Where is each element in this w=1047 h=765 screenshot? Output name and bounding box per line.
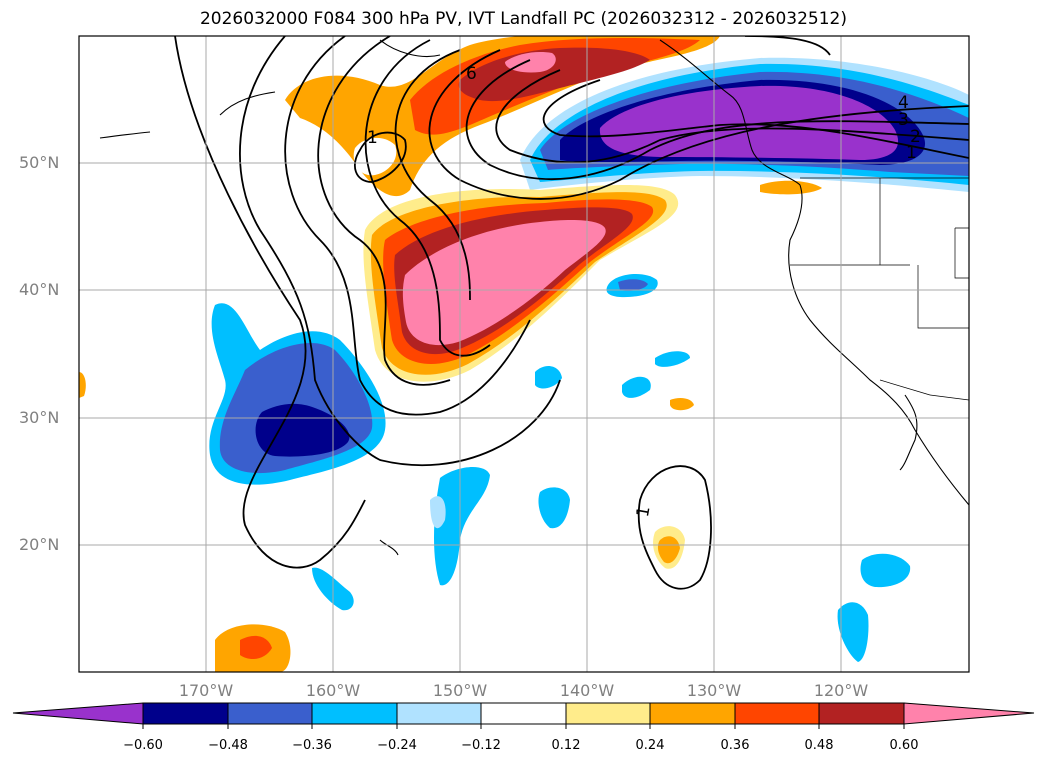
contour-label: 1 bbox=[633, 505, 655, 519]
lat-label-20n: 20°N bbox=[19, 535, 60, 554]
colorbar-tick: −0.12 bbox=[461, 738, 501, 753]
colorbar-extend-low bbox=[12, 702, 144, 725]
colorbar-segment bbox=[142, 702, 229, 725]
lon-label-170w: 170°W bbox=[178, 681, 234, 700]
colorbar-segment bbox=[396, 702, 482, 725]
colorbar-tick: −0.36 bbox=[292, 738, 332, 753]
coastlines bbox=[99, 39, 969, 556]
colorbar-segment bbox=[649, 702, 736, 725]
chart-title: 2026032000 F084 300 hPa PV, IVT Landfall… bbox=[199, 9, 847, 29]
contour-label: 1 bbox=[367, 128, 378, 148]
colorbar-tick: −0.24 bbox=[377, 738, 417, 753]
lon-label-140w: 140°W bbox=[559, 681, 615, 700]
colorbar-tick: −0.60 bbox=[123, 738, 163, 753]
contour-label: 3 bbox=[898, 110, 909, 130]
lon-label-120w: 120°W bbox=[813, 681, 869, 700]
colorbar-tick: 0.12 bbox=[551, 738, 581, 753]
colorbar-tick: 0.48 bbox=[804, 738, 834, 753]
positive-anomaly-north bbox=[285, 36, 720, 196]
lat-label-30n: 30°N bbox=[19, 408, 60, 427]
colorbar-segment bbox=[565, 702, 651, 725]
colorbar-tick: −0.48 bbox=[208, 738, 248, 753]
lon-label-160w: 160°W bbox=[305, 681, 361, 700]
contour-label: 1 bbox=[906, 143, 917, 163]
colorbar-segment bbox=[480, 702, 567, 725]
contour-label: 6 bbox=[466, 64, 477, 84]
colorbar-tick: 0.24 bbox=[635, 738, 665, 753]
contour-label: 2 bbox=[910, 127, 921, 147]
colorbar-segment bbox=[818, 702, 905, 725]
map-field: 6 1 4 3 2 1 1 bbox=[79, 36, 969, 672]
positive-anomaly-central-pacific bbox=[363, 185, 679, 382]
lon-label-150w: 150°W bbox=[432, 681, 488, 700]
colorbar-segment bbox=[734, 702, 820, 725]
colorbar-segment bbox=[227, 702, 313, 725]
contour-label: 4 bbox=[898, 93, 909, 113]
colorbar-extend-high bbox=[903, 702, 1035, 725]
pv-contours bbox=[174, 36, 969, 590]
lat-label-40n: 40°N bbox=[19, 280, 60, 299]
borders bbox=[790, 177, 969, 401]
lat-label-50n: 50°N bbox=[19, 153, 60, 172]
colorbar-tick: 0.60 bbox=[889, 738, 919, 753]
colorbar-tick: 0.36 bbox=[720, 738, 750, 753]
gridlines bbox=[79, 36, 969, 672]
small-anomaly-patches bbox=[79, 180, 911, 672]
colorbar bbox=[12, 702, 1035, 729]
contour-labels: 6 1 4 3 2 1 1 bbox=[367, 64, 921, 519]
plot-frame bbox=[78, 35, 970, 673]
colorbar-segment bbox=[311, 702, 398, 725]
negative-anomaly-gulf-of-alaska bbox=[520, 57, 969, 192]
lon-label-130w: 130°W bbox=[686, 681, 742, 700]
